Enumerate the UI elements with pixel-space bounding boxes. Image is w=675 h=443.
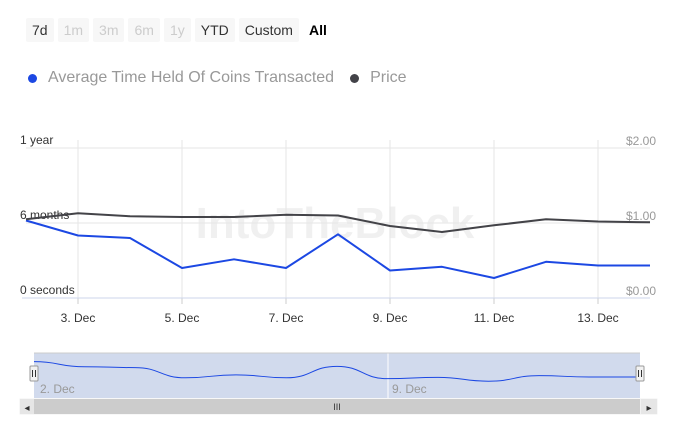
range-button-1m[interactable]: 1m bbox=[57, 18, 90, 42]
range-button-7d[interactable]: 7d bbox=[26, 18, 54, 42]
legend-dot-icon bbox=[28, 73, 37, 83]
series-lines bbox=[25, 212, 651, 279]
y-right-tick-label: $2.00 bbox=[626, 134, 656, 148]
navigator-date-label: 2. Dec bbox=[40, 382, 75, 396]
series-line-average-time-held-of-coins-transacted[interactable] bbox=[25, 219, 650, 279]
range-button-all[interactable]: All bbox=[308, 22, 327, 38]
scrollbar-grip-icon: III bbox=[333, 402, 341, 412]
legend-dot-icon bbox=[350, 73, 360, 83]
x-tick-label: 13. Dec bbox=[577, 311, 618, 325]
range-button-ytd[interactable]: YTD bbox=[194, 18, 235, 42]
range-button-3m[interactable]: 3m bbox=[93, 18, 125, 42]
legend: Average Time Held Of Coins Transacted Pri… bbox=[28, 66, 423, 90]
x-tick-label: 7. Dec bbox=[269, 311, 304, 325]
navigator-date-label: 9. Dec bbox=[392, 382, 427, 396]
scroll-right-button[interactable] bbox=[641, 399, 657, 414]
arrow-right-icon: ▸ bbox=[646, 403, 651, 414]
y-left-tick-label: 0 seconds bbox=[20, 283, 75, 297]
range-button-custom[interactable]: Custom bbox=[238, 18, 299, 42]
y-right-tick-label: $1.00 bbox=[626, 209, 656, 223]
legend-label: Price bbox=[370, 69, 407, 86]
legend-label: Average Time Held Of Coins Transacted bbox=[48, 69, 335, 86]
scrollbar-thumb[interactable] bbox=[34, 399, 640, 414]
legend-item-price[interactable]: Price bbox=[350, 69, 407, 87]
scroll-left-button[interactable] bbox=[20, 399, 34, 414]
y-left-tick-label: 1 year bbox=[20, 133, 53, 147]
range-button-1y[interactable]: 1y bbox=[163, 18, 191, 42]
y-right-tick-label: $0.00 bbox=[626, 284, 656, 298]
navigator-series-line bbox=[33, 361, 640, 382]
range-button-6m[interactable]: 6m bbox=[128, 18, 160, 42]
range-selector: 7d 1m 3m 6m 1y YTD Custom All bbox=[26, 18, 333, 42]
legend-item-average-time-held-of-coins-transacted[interactable]: Average Time Held Of Coins Transacted bbox=[28, 69, 334, 87]
navigator-right-handle[interactable] bbox=[635, 365, 645, 382]
x-tick-label: 3. Dec bbox=[61, 311, 96, 325]
arrow-left-icon: ◂ bbox=[24, 403, 29, 414]
x-tick-label: 5. Dec bbox=[165, 311, 200, 325]
navigator-left-handle[interactable] bbox=[29, 365, 39, 382]
x-tick-label: 9. Dec bbox=[373, 311, 408, 325]
series-line-price[interactable] bbox=[25, 212, 651, 233]
x-tick-label: 11. Dec bbox=[474, 311, 514, 325]
